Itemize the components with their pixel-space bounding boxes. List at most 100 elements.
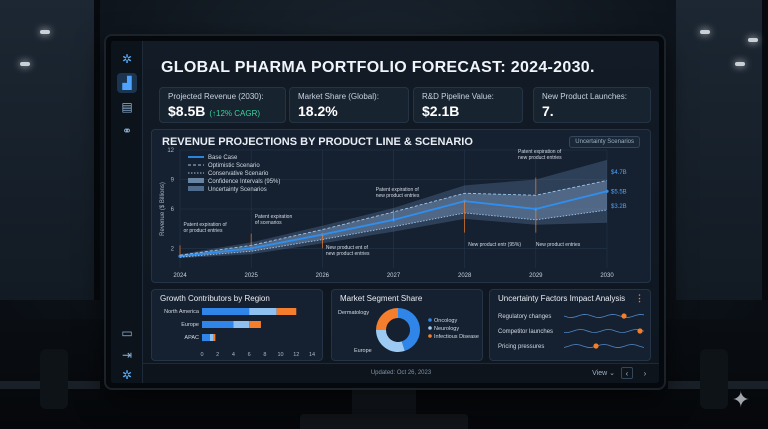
region-bar	[202, 321, 234, 328]
factor-track	[563, 329, 645, 333]
monitor-stand	[352, 387, 416, 417]
kpi-card-launches: New Product Launches: 7.	[533, 87, 651, 123]
factor-track	[563, 343, 645, 348]
legend-label: Neurology	[434, 326, 459, 332]
legend-label: Uncertainty Scenarios	[208, 187, 267, 193]
donut-slice	[376, 330, 405, 352]
legend-label: Conservative Scenario	[208, 171, 269, 177]
kpi-value: $2.1B	[422, 103, 460, 119]
y-tick-label: 2	[171, 246, 175, 252]
revenue-line-chart: 2 6 9 12 2024 2025 2026 2027 2028 2029 2030 Revenue…	[160, 148, 627, 279]
ceiling-light	[748, 38, 758, 42]
annotation-label: Patent expiration of or product entries	[184, 222, 228, 234]
panel-title: Growth Contributors by Region	[160, 294, 270, 303]
legend-label: Oncology	[434, 318, 457, 324]
end-value-label: $3.2B	[611, 204, 627, 210]
category-label: Europe	[181, 322, 199, 328]
kpi-label: R&D Pipeline Value:	[422, 92, 494, 101]
kpi-label: Projected Revenue (2030):	[168, 92, 264, 101]
kpi-card-revenue: Projected Revenue (2030): $8.5B (↑12% CAG…	[159, 87, 286, 123]
legend-swatch	[188, 186, 204, 191]
annotation-label: Patent expiration of new product entries	[518, 149, 562, 161]
uncertainty-band	[180, 159, 607, 259]
legend-label: Optimistic Scenario	[208, 163, 260, 169]
ceiling-light	[20, 62, 30, 66]
logout-icon[interactable]: ⇥	[121, 348, 133, 362]
y-axis-label: Revenue ($ Billions)	[160, 182, 166, 236]
data-point	[605, 189, 609, 193]
more-options-icon[interactable]: ⋮	[635, 293, 644, 303]
page-title: GLOBAL PHARMA PORTFOLIO FORECAST: 2024-2…	[161, 59, 595, 76]
kpi-card-rd-pipeline: R&D Pipeline Value: $2.1B	[413, 87, 523, 123]
x-tick-label: 14	[309, 352, 315, 358]
legend-dot	[428, 334, 432, 338]
legend-dot	[428, 326, 432, 330]
segment-panel: Market Segment Share Oncology Neurology In…	[331, 289, 483, 361]
factor-handle	[637, 328, 643, 334]
network-icon[interactable]: ⚭	[121, 124, 133, 138]
x-tick-label: 2025	[244, 273, 258, 279]
data-point	[249, 246, 253, 250]
outer-label: Europe	[354, 348, 372, 354]
updated-timestamp: Updated: Oct 26, 2023	[370, 370, 432, 376]
outer-label: Dermatology	[338, 310, 369, 316]
legend-label: Infectious Disease	[434, 334, 479, 340]
prev-page-button[interactable]: ‹	[621, 367, 633, 379]
category-label: North America	[164, 309, 200, 315]
chat-icon[interactable]: ▭	[121, 326, 133, 340]
x-tick-label: 2027	[387, 273, 401, 279]
document-icon[interactable]: ▤	[121, 100, 133, 114]
legend-label: Confidence Intervals (95%)	[208, 179, 280, 185]
region-bar	[202, 334, 210, 341]
legend-label: Base Case	[208, 155, 238, 161]
logo-icon[interactable]: ✲	[121, 52, 133, 66]
sidebar: ✲ ▟ ▤ ⚭ ▭ ⇥ ✲	[111, 41, 143, 383]
uncertainty-sliders: Regulatory changes Competitor launches Pri…	[498, 313, 645, 350]
chair	[700, 349, 728, 409]
y-tick-label: 9	[171, 178, 175, 184]
uncertainty-panel: Uncertainty Factors Impact Analysis ⋮ Re…	[489, 289, 651, 361]
ceiling-light	[735, 62, 745, 66]
kpi-label: New Product Launches:	[542, 92, 627, 101]
next-page-button[interactable]: ›	[643, 368, 647, 378]
panel-title: REVENUE PROJECTIONS BY PRODUCT LINE & SC…	[162, 136, 473, 148]
uncertainty-scenarios-badge[interactable]: Uncertainty Scenarios	[569, 136, 640, 148]
panel-title: Market Segment Share	[340, 294, 423, 303]
x-tick-label: 4	[232, 352, 235, 358]
region-bar-chart: North America Europe APAC 0 2 4 6 8 10 12 14	[164, 308, 315, 358]
legend-swatch	[188, 178, 204, 183]
kpi-value: $8.5B (↑12% CAGR)	[168, 103, 261, 119]
kpi-growth: (↑12% CAGR)	[209, 109, 261, 118]
region-panel: Growth Contributors by Region North Amer…	[151, 289, 323, 361]
factor-label: Pricing pressures	[498, 344, 544, 350]
view-dropdown[interactable]: View ⌄	[592, 370, 615, 377]
end-value-label: $4.7B	[611, 170, 627, 176]
x-tick-label: 6	[248, 352, 251, 358]
monitor-base	[300, 414, 468, 429]
donut-slice	[376, 308, 398, 330]
y-tick-label: 12	[167, 148, 174, 154]
x-tick-label: 2024	[173, 273, 187, 279]
factor-handle	[621, 313, 627, 319]
region-bar	[213, 334, 216, 341]
category-label: APAC	[184, 335, 199, 341]
region-bar	[249, 321, 261, 328]
background-window	[0, 0, 100, 300]
chart-icon[interactable]: ▟	[117, 73, 137, 93]
chair	[40, 349, 68, 409]
y-tick-label: 6	[171, 207, 175, 213]
settings-icon[interactable]: ✲	[121, 368, 133, 382]
kpi-label: Market Share (Global):	[298, 92, 379, 101]
revenue-projection-panel: REVENUE PROJECTIONS BY PRODUCT LINE & SC…	[151, 129, 651, 283]
region-bar	[249, 308, 277, 315]
factor-label: Competitor launches	[498, 329, 553, 335]
x-tick-label: 2029	[529, 273, 543, 279]
legend-dot	[428, 318, 432, 322]
footer: Updated: Oct 26, 2023 View ⌄ ‹ ›	[143, 363, 659, 383]
annotation-label: Patent expiration of scenarios	[255, 214, 293, 226]
donut-slice	[398, 308, 420, 351]
factor-label: Regulatory changes	[498, 314, 551, 320]
monitor: ✲ ▟ ▤ ⚭ ▭ ⇥ ✲ GLOBAL PHARMA PORTFOLIO FO…	[106, 36, 664, 388]
x-tick-label: 2030	[600, 273, 614, 279]
sparkle-icon: ✦	[731, 387, 750, 412]
